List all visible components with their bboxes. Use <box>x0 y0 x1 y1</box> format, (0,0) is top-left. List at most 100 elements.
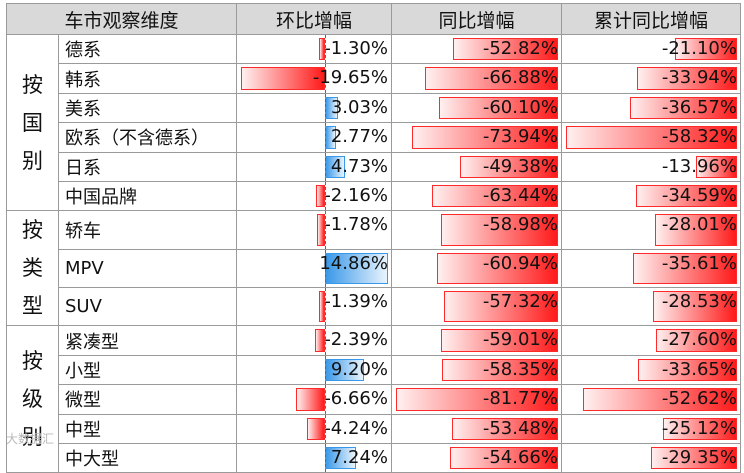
yoy-value-label: -81.77% <box>482 388 558 410</box>
yoy-value-label: -60.10% <box>482 96 558 118</box>
yoy-cell: -58.35% <box>391 354 562 386</box>
mom-zero-line <box>324 64 327 93</box>
ytd-cell: -21.10% <box>561 33 741 65</box>
mom-bar <box>318 291 325 323</box>
ytd-cell: -28.53% <box>561 286 741 327</box>
mom-cell: -1.39% <box>236 286 392 327</box>
yoy-cell: -81.77% <box>391 384 562 415</box>
mom-value-label: -19.65% <box>312 67 388 89</box>
table-row: 小型 9.20% -58.35% -33.65% <box>7 354 741 386</box>
mom-bar <box>306 417 325 440</box>
mom-value-label: -1.30% <box>324 38 388 59</box>
row-label: 小型 <box>58 354 237 386</box>
row-label: 欧系（不含德系） <box>58 122 237 153</box>
ytd-value-label: -28.53% <box>661 291 737 312</box>
yoy-cell: -53.48% <box>391 413 562 444</box>
mom-value-label: 9.20% <box>330 358 388 380</box>
ytd-cell: -29.35% <box>561 442 741 473</box>
mom-cell: 2.77% <box>236 122 392 153</box>
group-label: 按级别 <box>6 325 59 473</box>
mom-value-label: -2.39% <box>324 329 388 351</box>
ytd-cell: -33.94% <box>561 63 741 94</box>
mom-zero-line <box>324 181 327 211</box>
mom-zero-line <box>324 35 327 64</box>
yoy-bar <box>441 214 558 246</box>
table-row: 按类型轿车 -1.78% -58.98% -28.01% <box>6 210 741 327</box>
ytd-bar <box>656 329 737 352</box>
mom-bar <box>319 38 325 61</box>
yoy-value-label: -73.94% <box>482 126 558 148</box>
yoy-cell: -52.82% <box>391 33 562 65</box>
yoy-value-label: -53.48% <box>482 417 558 439</box>
mom-value-label: 3.03% <box>330 96 388 118</box>
yoy-value-label: -58.35% <box>482 358 558 380</box>
yoy-cell: -66.88% <box>391 63 562 94</box>
mom-value-label: -1.78% <box>324 214 388 236</box>
table-row: 中国品牌 -2.16% -63.44% -34.59% <box>7 180 741 212</box>
header-mom: 环比增幅 <box>236 3 392 35</box>
mom-value-label: 2.77% <box>330 126 388 148</box>
yoy-bar <box>453 38 558 61</box>
yoy-bar <box>411 126 558 149</box>
yoy-value-label: -52.82% <box>482 38 558 59</box>
mom-bar <box>314 329 325 352</box>
ytd-bar <box>637 67 737 90</box>
mom-cell: 7.24% <box>236 442 392 473</box>
row-label: SUV <box>58 286 237 327</box>
ytd-value-label: -52.62% <box>661 388 737 410</box>
mom-cell: -1.78% <box>236 210 392 250</box>
ytd-bar <box>675 38 737 61</box>
table-row: 按级别紧凑型 -2.39% -59.01% -27.60% <box>6 325 741 473</box>
ytd-bar <box>629 96 737 120</box>
row-label: 美系 <box>58 92 237 124</box>
table-row: 美系 3.03% -60.10% -36.57% <box>7 92 741 124</box>
table-row: 微型 -6.66% -81.77% -52.62% <box>7 384 741 415</box>
mom-value-label: 7.24% <box>330 446 388 468</box>
ytd-cell: -27.60% <box>561 325 741 356</box>
ytd-bar <box>632 252 737 284</box>
watermark: 大数据汇 <box>6 432 55 446</box>
row-label: 轿车 <box>58 210 237 250</box>
yoy-value-label: -63.44% <box>482 184 558 206</box>
yoy-bar <box>396 388 558 411</box>
mom-cell: 14.86% <box>236 248 392 289</box>
mom-value-label: -1.39% <box>324 291 388 312</box>
table-body: 按国别德系 -1.30% -52.82% -21.10% 韩系 -19.65% -66.88… <box>6 33 741 473</box>
ytd-cell: -52.62% <box>561 384 741 415</box>
table-row: 日系 4.73% -49.38% -13.96% <box>7 151 741 182</box>
ytd-cell: -58.32% <box>561 122 741 153</box>
row-label: 日系 <box>58 151 237 182</box>
yoy-value-label: -54.66% <box>482 446 558 468</box>
ytd-value-label: -25.12% <box>661 417 737 439</box>
group-label: 按类型 <box>6 210 59 327</box>
ytd-value-label: -34.59% <box>661 184 737 206</box>
ytd-cell: -25.12% <box>561 413 741 444</box>
yoy-cell: -54.66% <box>391 442 562 473</box>
ytd-cell: -33.65% <box>561 354 741 386</box>
yoy-value-label: -66.88% <box>482 67 558 89</box>
mom-zero-line <box>324 249 327 287</box>
ytd-bar <box>566 126 737 149</box>
mom-zero-line <box>324 211 327 249</box>
mom-bar <box>296 388 325 411</box>
mom-zero-line <box>324 326 327 355</box>
mom-bar <box>241 67 325 90</box>
ytd-value-label: -33.65% <box>661 358 737 380</box>
mom-cell: 4.73% <box>236 151 392 182</box>
table-row: 中大型 7.24% -54.66% -29.35% <box>7 442 741 473</box>
table-row: SUV -1.39% -57.32% -28.53% <box>7 286 741 327</box>
chart-container: 车市观察维度 环比增幅 同比增幅 累计同比增幅 按国别德系 -1.30% -52.8… <box>6 3 741 473</box>
yoy-cell: -49.38% <box>391 151 562 182</box>
ytd-value-label: -28.01% <box>661 214 737 236</box>
ytd-cell: -13.96% <box>561 151 741 182</box>
ytd-bar <box>638 358 737 382</box>
row-label: 微型 <box>58 384 237 415</box>
row-label: 中型 <box>58 413 237 444</box>
mom-value-label: -6.66% <box>324 388 388 410</box>
yoy-value-label: -49.38% <box>482 155 558 177</box>
mom-value-label: -2.16% <box>324 184 388 206</box>
yoy-value-label: -58.98% <box>482 214 558 236</box>
mom-bar <box>315 184 325 208</box>
mom-value-label: 14.86% <box>319 252 388 274</box>
ytd-bar <box>663 417 737 440</box>
